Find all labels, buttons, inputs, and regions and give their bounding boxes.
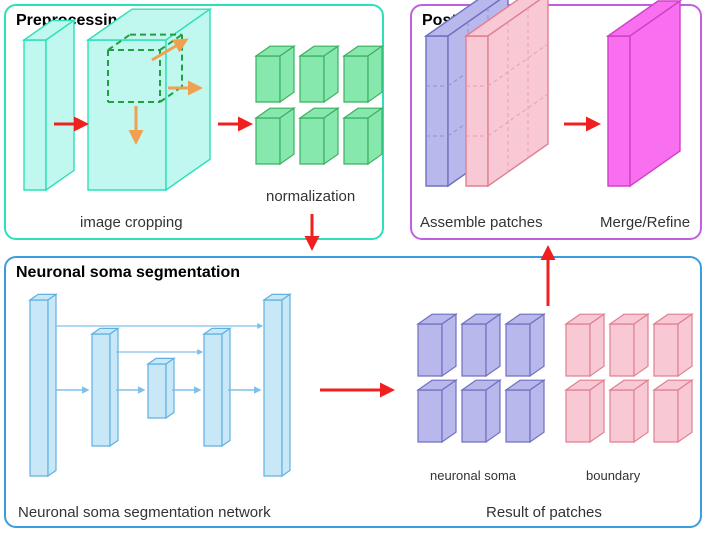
label-network: Neuronal soma segmentation network bbox=[18, 504, 271, 521]
label-neuronal-soma: neuronal soma bbox=[430, 468, 516, 483]
label-image-cropping: image cropping bbox=[80, 214, 183, 231]
label-result: Result of patches bbox=[486, 504, 602, 521]
label-normalization: normalization bbox=[266, 188, 355, 205]
label-boundary: boundary bbox=[586, 468, 640, 483]
label-assemble-patches: Assemble patches bbox=[420, 214, 543, 231]
diagram-svg bbox=[0, 0, 708, 534]
label-merge-refine: Merge/Refine bbox=[600, 214, 690, 231]
